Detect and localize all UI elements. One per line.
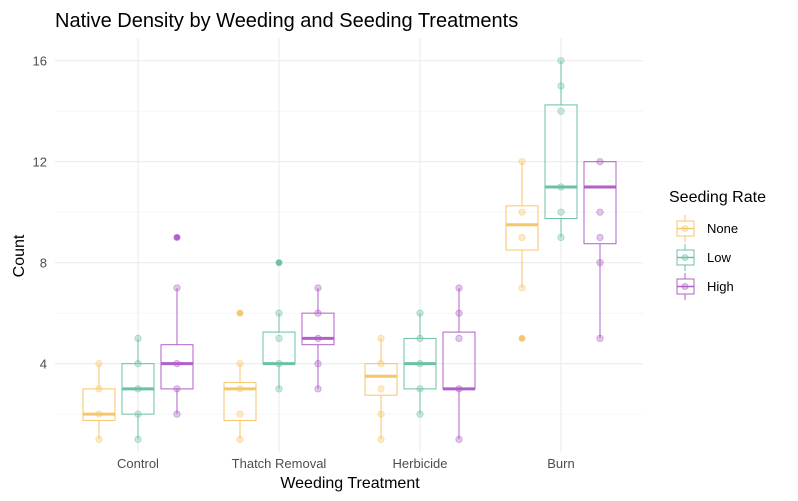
box-low-burn	[544, 60, 578, 238]
box-none-thatch-removal	[223, 310, 257, 440]
data-point	[377, 385, 385, 393]
x-tick-label: Control	[117, 456, 159, 471]
legend-label: None	[707, 221, 738, 236]
legend-key-point	[681, 225, 689, 232]
box-iqr	[583, 161, 617, 245]
data-point	[557, 107, 565, 115]
legend-title: Seeding Rate	[669, 189, 766, 206]
box-high-control	[160, 234, 194, 415]
x-axis-title: Weeding Treatment	[280, 475, 420, 492]
box-iqr	[301, 312, 335, 346]
legend: Seeding Rate None Low High	[669, 189, 766, 300]
data-point	[596, 208, 604, 216]
x-tick-label: Thatch Removal	[232, 456, 327, 471]
y-tick-label: 4	[40, 357, 47, 372]
x-tick-label: Herbicide	[393, 456, 448, 471]
outlier-point	[174, 234, 180, 241]
x-tick-labels: Control Thatch Removal Herbicide Burn	[117, 456, 575, 471]
data-point	[518, 208, 526, 216]
y-tick-label: 8	[40, 256, 47, 271]
data-point	[557, 208, 565, 216]
box-iqr	[505, 205, 539, 251]
box-none-herbicide	[364, 338, 398, 440]
data-point	[275, 334, 283, 343]
data-point	[518, 233, 526, 242]
box-none-control	[82, 363, 116, 440]
boxes-layer	[82, 60, 617, 440]
box-high-burn	[583, 161, 617, 339]
data-point	[236, 410, 244, 418]
box-low-control	[121, 338, 155, 440]
y-tick-label: 12	[33, 155, 47, 170]
box-iqr	[82, 388, 116, 421]
box-high-herbicide	[442, 287, 476, 440]
x-tick-label: Burn	[547, 456, 574, 471]
legend-items: None Low High	[676, 215, 738, 300]
box-low-herbicide	[403, 313, 437, 415]
legend-key-point	[681, 283, 689, 290]
y-tick-labels: 4 8 12 16	[33, 54, 47, 372]
legend-item-low: Low	[676, 244, 731, 271]
legend-key-point	[681, 254, 689, 261]
legend-label: Low	[707, 250, 731, 265]
box-iqr	[223, 382, 257, 421]
box-none-burn	[505, 161, 539, 342]
outlier-point	[276, 259, 282, 266]
data-point	[596, 233, 604, 242]
chart-title: Native Density by Weeding and Seeding Tr…	[55, 10, 518, 32]
box-high-thatch-removal	[301, 287, 335, 389]
data-point	[455, 334, 463, 343]
box-iqr	[364, 363, 398, 396]
legend-label: High	[707, 279, 734, 294]
y-tick-label: 16	[33, 54, 47, 69]
legend-item-high: High	[676, 273, 734, 300]
box-iqr	[544, 104, 578, 219]
y-axis-title: Count	[11, 234, 28, 277]
box-low-thatch-removal	[262, 259, 296, 389]
outlier-point	[237, 310, 243, 317]
box-iqr	[160, 344, 194, 390]
outlier-point	[519, 335, 525, 342]
legend-item-none: None	[676, 215, 738, 242]
